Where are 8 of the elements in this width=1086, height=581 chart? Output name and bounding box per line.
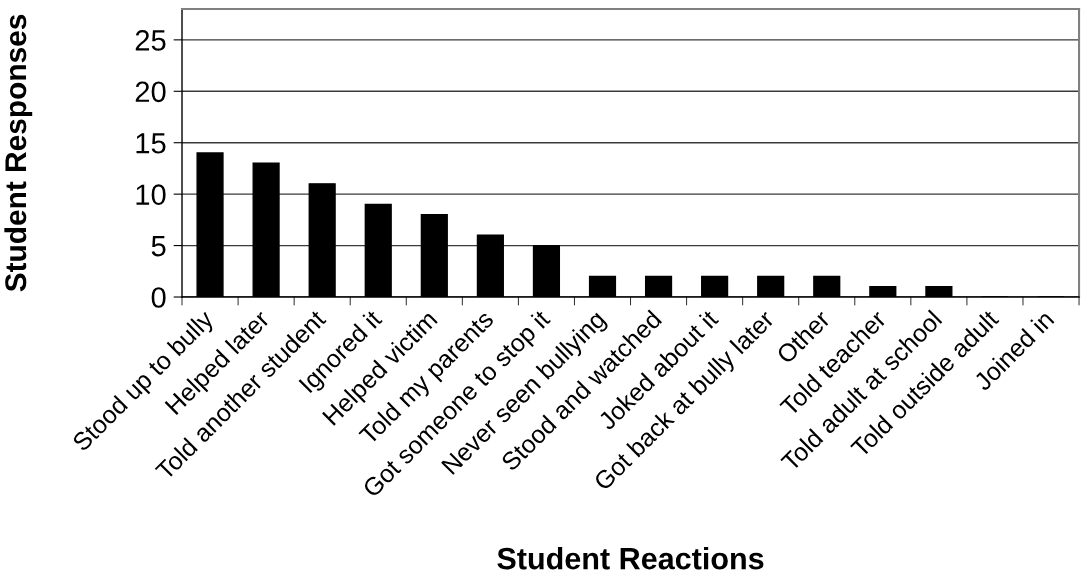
y-tick-label: 0 — [151, 287, 166, 308]
y-tick-label: 20 — [135, 81, 166, 103]
y-tick-label: 15 — [136, 133, 166, 154]
y-axis-title: Student Responses — [4, 14, 33, 292]
y-tick-label: 25 — [135, 30, 166, 51]
y-tick-label: 10 — [136, 184, 166, 205]
x-axis-title: Student Reactions — [497, 546, 764, 570]
y-tick-label: 5 — [151, 236, 166, 257]
